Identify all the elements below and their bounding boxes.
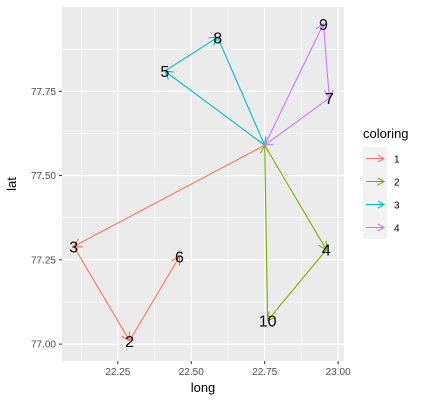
y-tick-label: 77.25 xyxy=(31,255,56,266)
legend-key-arrowhead xyxy=(377,177,386,186)
point-label: 2 xyxy=(125,334,134,351)
legend-key-arrowhead xyxy=(377,200,386,209)
legend-item-label: 1 xyxy=(394,155,400,166)
legend-title: coloring xyxy=(363,126,409,141)
point-label-layer: 2 3 4 5 6 7 8 9 10 xyxy=(69,17,334,351)
x-tick-label: 22.50 xyxy=(179,367,204,378)
x-tick-label: 22.25 xyxy=(105,367,130,378)
plot-panel xyxy=(62,7,344,361)
point-label: 7 xyxy=(325,91,334,108)
arrow-segment-group-2 xyxy=(264,145,269,321)
arrow-segment-group-3 xyxy=(164,70,266,146)
arrow-segment-group-2 xyxy=(264,144,327,251)
arrow-segment-group-1 xyxy=(73,144,265,247)
grid-layer xyxy=(62,7,344,361)
point-label: 10 xyxy=(259,314,277,331)
legend-key-arrowhead xyxy=(377,223,386,232)
legend: coloring 1 2 3 4 xyxy=(363,126,409,239)
legend-item-label: 3 xyxy=(394,201,400,212)
axis-layer: 22.25 22.50 22.75 23.00 77.00 77.25 77.50 77.75 xyxy=(31,87,351,378)
y-tick-label: 77.50 xyxy=(31,171,56,182)
legend-key-arrowhead xyxy=(377,154,386,163)
arrowhead-group-1 xyxy=(171,255,181,266)
y-tick-label: 77.75 xyxy=(31,87,56,98)
y-axis-title: lat xyxy=(4,177,19,191)
arrow-segment-group-2 xyxy=(267,249,327,321)
y-tick-label: 77.00 xyxy=(31,340,56,351)
legend-item-label: 4 xyxy=(394,224,400,235)
arrow-segment-group-1 xyxy=(73,246,131,342)
arrow-segment-group-4 xyxy=(322,23,330,99)
x-axis-title: long xyxy=(191,380,216,395)
point-label: 5 xyxy=(160,64,169,81)
arrow-layer xyxy=(72,22,334,342)
point-label: 3 xyxy=(69,239,78,256)
point-label: 9 xyxy=(319,17,328,34)
x-tick-label: 23.00 xyxy=(326,367,351,378)
arrow-segment-group-4 xyxy=(264,97,330,146)
arrow-segment-group-3 xyxy=(164,36,218,72)
arrowhead-group-4 xyxy=(263,136,274,146)
point-label: 6 xyxy=(175,249,184,266)
arrow-segment-group-1 xyxy=(129,256,180,342)
x-tick-label: 22.75 xyxy=(252,367,277,378)
legend-item-label: 2 xyxy=(394,178,400,189)
arrow-segment-group-4 xyxy=(264,23,324,146)
point-label: 4 xyxy=(322,243,331,260)
arrow-segment-group-3 xyxy=(217,37,266,146)
point-label: 8 xyxy=(213,30,222,47)
